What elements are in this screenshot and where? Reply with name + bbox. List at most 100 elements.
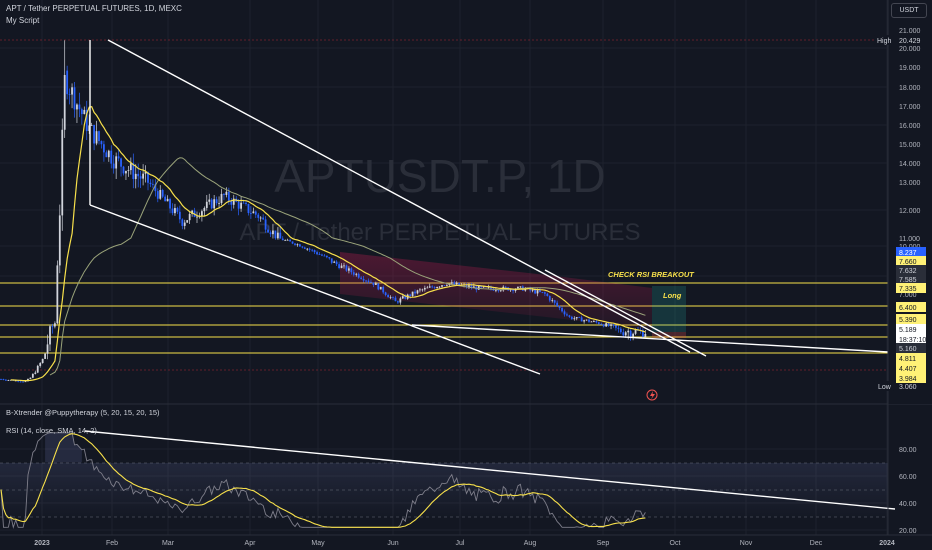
candle-body [7, 380, 10, 381]
candle-body [5, 379, 7, 381]
candle-body [546, 293, 549, 297]
candle-body [54, 323, 56, 327]
time-axis[interactable]: 2023 Feb Mar Apr May Jun Jul Aug Sep Oct Nov Dec 202… [34, 540, 895, 547]
xtrender-indicator-label[interactable]: B-Xtrender @Puppytherapy (5, 20, 15, 20,… [6, 408, 160, 417]
candle-body [220, 193, 223, 204]
long-label: Long [663, 291, 682, 300]
candle-body [362, 278, 365, 281]
price-level-tag [896, 274, 926, 284]
candle-body [242, 202, 245, 204]
candle-body [504, 286, 507, 288]
trendlines [89, 39, 889, 375]
candle-body [365, 280, 367, 282]
candles [0, 40, 647, 383]
candle-body [541, 292, 544, 293]
price-level-tag [896, 363, 926, 373]
candle-body [644, 334, 647, 337]
candle-body [421, 289, 424, 291]
candle-body [83, 109, 86, 115]
candle-body [477, 285, 480, 290]
time-tick-label: Jul [456, 540, 465, 547]
price-tick-label: 18.000 [899, 85, 921, 92]
candle-body [134, 173, 137, 180]
price-level-label: 18:37:10 [899, 337, 926, 344]
price-level-label: 5.390 [899, 317, 917, 324]
price-level-tag [896, 373, 926, 383]
rsi-overbought-fill [45, 432, 82, 463]
candle-body [269, 232, 272, 235]
candle-body [100, 141, 103, 145]
candle-body [629, 330, 632, 337]
candle-body [303, 247, 306, 249]
candle-body [495, 290, 497, 292]
candle-body [105, 152, 108, 158]
candle-body [156, 191, 159, 199]
candle-body [58, 215, 61, 266]
bolt-icon[interactable] [646, 389, 658, 401]
candle-body [240, 202, 242, 209]
candle-body [624, 332, 627, 336]
candle-body [441, 285, 443, 287]
candle-body [470, 285, 473, 288]
price-level-label: 8.237 [899, 250, 917, 257]
candle-body [374, 283, 377, 285]
candle-body [556, 302, 559, 306]
candle-body [536, 290, 539, 294]
candle-body [230, 200, 233, 205]
candle-body [333, 261, 336, 263]
low-marker: Low 3.060 [874, 381, 917, 391]
candle-body [291, 241, 294, 244]
candle-body [85, 109, 88, 132]
candle-body [490, 287, 492, 289]
candle-body [355, 273, 358, 275]
candle-body [286, 239, 289, 241]
time-tick-label: Aug [524, 540, 537, 547]
candle-body [318, 254, 321, 255]
price-tick-label: 20.000 [899, 46, 921, 53]
candle-body [399, 298, 402, 303]
rsi-indicator-label[interactable]: RSI (14, close, SMA, 14, 2) [6, 426, 97, 435]
candle-body [95, 131, 98, 144]
candle-body [137, 173, 140, 177]
candle-body [370, 281, 372, 283]
candle-body [539, 290, 541, 293]
candle-body [414, 291, 416, 294]
price-level-label: 4.811 [899, 356, 916, 363]
candle-body [61, 129, 64, 216]
rsi-tick-label: 40.00 [899, 501, 917, 508]
price-level-tag [896, 314, 926, 324]
candle-body [73, 87, 76, 110]
price-tick-label: 12.000 [899, 208, 921, 215]
candle-body [316, 252, 318, 255]
rsi-sma-line [0, 433, 646, 528]
price-tick-label: 17.000 [899, 104, 921, 111]
candle-body [480, 285, 483, 288]
candle-body [544, 292, 546, 294]
candle-body [132, 163, 135, 180]
rsi-axis-ticks: 80.00 60.00 40.00 20.00 [899, 447, 917, 535]
candle-body [325, 255, 328, 258]
watermark-symbol: APTUSDT.P, 1D [274, 150, 605, 202]
candle-body [51, 326, 54, 328]
candle-body [357, 273, 360, 278]
candle-body [152, 184, 154, 185]
candle-body [29, 377, 32, 379]
candle-body [34, 372, 37, 374]
time-tick-label: 2023 [34, 540, 50, 547]
candle-body [196, 216, 198, 218]
candle-body [93, 124, 95, 144]
candle-body [176, 208, 179, 212]
candle-body [71, 87, 73, 95]
candle-body [588, 319, 590, 322]
candle-body [622, 332, 625, 336]
candle-body [262, 217, 265, 220]
candle-body [610, 324, 612, 326]
candle-body [602, 324, 605, 327]
long-position-box [652, 286, 686, 332]
candle-body [593, 321, 595, 322]
candle-body [31, 373, 34, 378]
currency-button[interactable]: USDT [891, 3, 927, 18]
price-level-tag [896, 353, 926, 363]
candle-body [281, 238, 284, 241]
